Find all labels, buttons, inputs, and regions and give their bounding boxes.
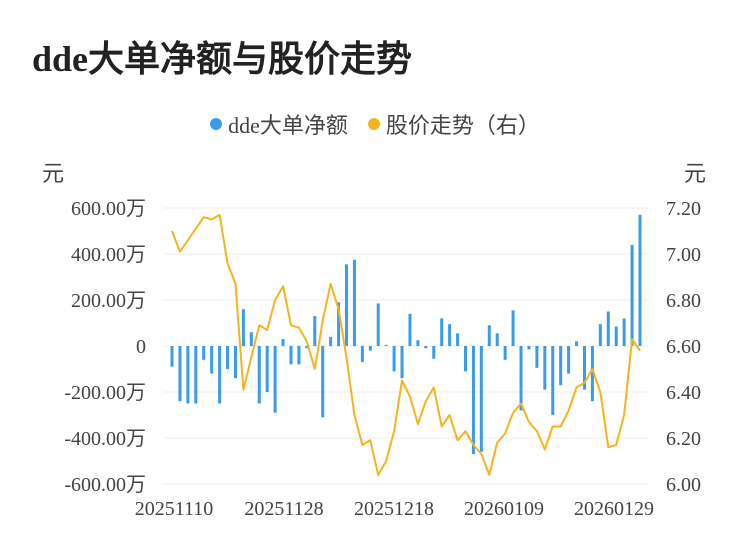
dde-bar — [345, 264, 349, 346]
dde-bar — [313, 316, 317, 346]
dde-bar — [408, 313, 412, 346]
dde-bar — [471, 346, 475, 455]
dde-bar — [297, 346, 301, 365]
x-tick-label: 20251218 — [354, 498, 434, 520]
dde-bar — [257, 346, 261, 404]
dde-bar — [575, 341, 579, 346]
y-left-tick-label: 0 — [136, 336, 146, 358]
left-axis-unit: 元 — [42, 161, 65, 186]
dde-bar — [432, 346, 436, 359]
price-line — [171, 213, 641, 476]
dde-bar — [384, 344, 388, 346]
dde-bar — [376, 303, 380, 346]
x-tick-label: 20260129 — [574, 498, 654, 520]
dde-bar — [463, 346, 467, 372]
dde-bar — [202, 346, 206, 360]
dde-bar — [622, 318, 626, 346]
y-left-tick-label: 400.00万 — [71, 244, 146, 266]
dde-bar — [329, 336, 333, 346]
dde-bar — [440, 318, 444, 346]
legend[interactable]: dde大单净额 股价走势（右） — [0, 108, 750, 140]
dde-bar — [456, 333, 460, 346]
dde-bar — [194, 346, 198, 404]
y-left-tick-label: -600.00万 — [64, 474, 146, 496]
dde-bar — [241, 309, 245, 346]
y-left-tick-label: 600.00万 — [71, 198, 146, 220]
dde-bar — [360, 346, 364, 363]
dde-bar — [567, 346, 571, 374]
y-left-tick-label: -400.00万 — [64, 428, 146, 450]
y-right-tick-label: 7.20 — [666, 198, 701, 220]
y-right-tick-label: 6.20 — [666, 428, 701, 450]
dde-bar — [265, 346, 269, 392]
x-tick-label: 20251128 — [244, 498, 323, 520]
dde-bar — [218, 346, 222, 404]
legend-dot-price-icon — [367, 118, 380, 130]
dde-bar — [559, 346, 563, 386]
dde-bar — [535, 346, 539, 368]
y-right-tick-label: 6.40 — [666, 382, 701, 404]
dde-bar — [519, 346, 523, 411]
dde-bar — [233, 346, 237, 379]
legend-label-dde: dde大单净额 — [228, 113, 348, 138]
legend-label-price: 股价走势（右） — [385, 113, 540, 138]
x-tick-label: 20251110 — [135, 498, 214, 520]
x-tick-label: 20260109 — [464, 498, 544, 520]
y-right-tick-label: 6.60 — [666, 336, 701, 358]
y-right-tick-label: 6.00 — [666, 474, 701, 496]
dde-bar — [321, 346, 325, 418]
dde-bar — [352, 259, 356, 346]
right-axis-unit: 元 — [684, 161, 707, 186]
y-left-tick-label: 200.00万 — [71, 290, 146, 312]
dde-bar — [424, 346, 428, 349]
dde-bar — [337, 302, 341, 346]
dde-bar — [400, 346, 404, 379]
dde-bar — [590, 346, 594, 402]
dde-bar — [226, 346, 230, 369]
dde-bar — [551, 346, 555, 415]
dde-bar — [479, 346, 483, 452]
dde-bar — [582, 346, 586, 390]
dde-bar — [614, 326, 618, 346]
dde-bar — [448, 324, 452, 346]
dde-bar — [495, 333, 499, 346]
legend-item-price[interactable]: 股价走势（右） — [367, 108, 540, 140]
dde-bar — [606, 311, 610, 346]
dde-bar — [368, 346, 372, 351]
y-left-tick-label: -200.00万 — [64, 382, 146, 404]
dde-bar — [170, 346, 174, 367]
y-right-tick-label: 6.80 — [666, 290, 701, 312]
y-right-tick-label: 7.00 — [666, 244, 701, 266]
dde-bar — [543, 346, 547, 390]
legend-dot-dde-icon — [210, 118, 223, 130]
chart-title: dde大单净额与股价走势 — [32, 39, 413, 79]
dde-bar — [210, 346, 214, 374]
dde-bar — [511, 310, 515, 346]
dde-bar — [289, 346, 293, 365]
dde-bar — [273, 346, 277, 413]
dde-bar — [249, 332, 253, 346]
dde-bar — [503, 346, 507, 360]
dde-bar — [178, 346, 182, 402]
dde-bar — [638, 214, 642, 346]
dde-bar — [527, 346, 531, 350]
legend-item-dde[interactable]: dde大单净额 — [210, 108, 348, 140]
dde-bar — [305, 346, 309, 349]
dde-bar — [598, 324, 602, 346]
dde-bar — [186, 346, 190, 404]
dde-bar — [416, 340, 420, 346]
dde-bar — [392, 346, 396, 372]
dde-bar — [487, 325, 491, 346]
dde-bar — [281, 339, 285, 346]
dde-bar — [630, 244, 634, 346]
